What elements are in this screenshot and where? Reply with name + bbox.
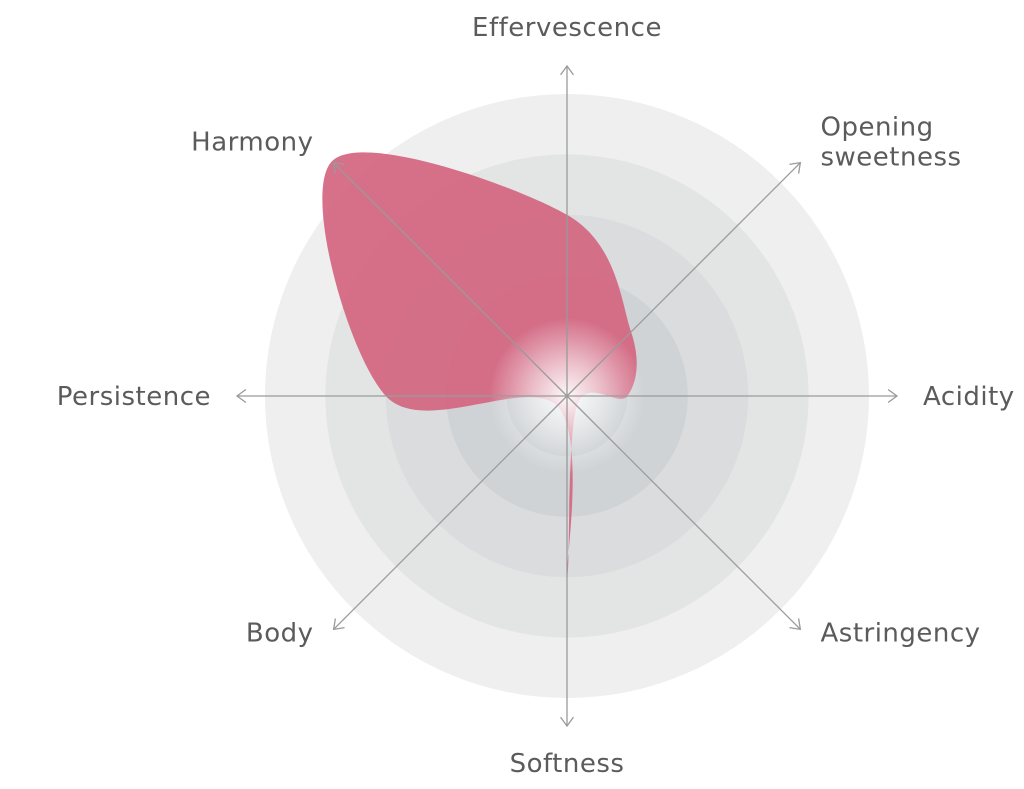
axis-arrow-persistence bbox=[235, 389, 247, 403]
axis-arrow-effervescence bbox=[560, 64, 574, 76]
axis-arrow-acidity bbox=[887, 389, 899, 403]
axis-arrow-softness bbox=[560, 716, 574, 728]
axis-label-acidity: Acidity bbox=[923, 382, 1015, 412]
axis-line-opening-sweetness bbox=[566, 162, 801, 397]
radar-axes bbox=[235, 64, 899, 728]
axis-label-body: Body bbox=[246, 618, 314, 648]
axis-label-effervescence: Effervescence bbox=[472, 13, 662, 43]
axis-label-line: Body bbox=[246, 618, 314, 648]
axis-label-harmony: Harmony bbox=[191, 128, 313, 158]
axis-arrow-astringency bbox=[789, 618, 802, 631]
axis-line-body bbox=[333, 395, 568, 630]
axis-arrow-opening-sweetness bbox=[789, 161, 802, 174]
axis-arrow-harmony bbox=[332, 161, 345, 174]
axis-labels: Effervescence Opening sweetness Acidity Astr… bbox=[57, 13, 1015, 779]
axis-label-softness: Softness bbox=[510, 749, 625, 779]
axis-label-astringency: Astringency bbox=[820, 618, 980, 648]
axis-label-line: sweetness bbox=[820, 143, 961, 173]
axis-label-line: Astringency bbox=[820, 618, 980, 648]
axis-label-line: Opening bbox=[820, 113, 933, 143]
axis-arrow-body bbox=[332, 618, 345, 631]
axis-label-line: Effervescence bbox=[472, 13, 662, 43]
axis-label-line: Persistence bbox=[57, 382, 211, 412]
axis-line-astringency bbox=[566, 395, 801, 630]
axis-label-line: Harmony bbox=[191, 128, 313, 158]
axis-line-harmony bbox=[333, 162, 568, 397]
axis-label-persistence: Persistence bbox=[57, 382, 211, 412]
axis-label-line: Softness bbox=[510, 749, 625, 779]
flavor-profile-shape bbox=[322, 152, 637, 578]
axis-label-opening-sweetness: Opening sweetness bbox=[820, 113, 961, 173]
axis-label-line: Acidity bbox=[923, 382, 1015, 412]
